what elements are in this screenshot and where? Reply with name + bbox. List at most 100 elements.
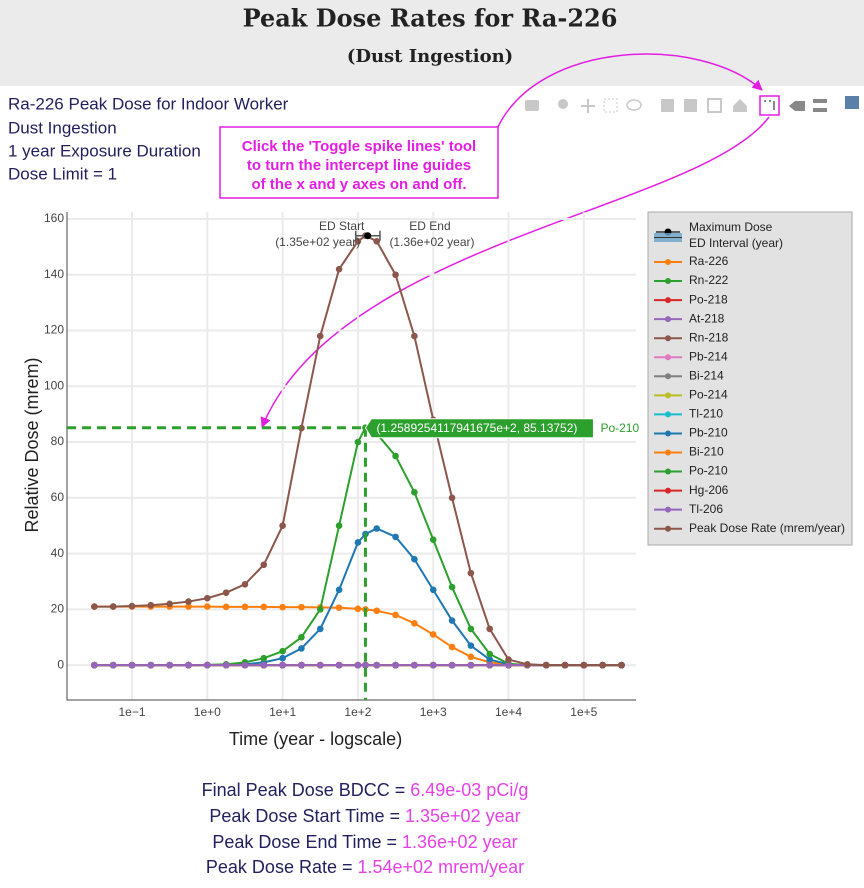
summary-label: Peak Dose Start Time = bbox=[209, 806, 400, 826]
legend-symbol bbox=[665, 487, 671, 494]
legend-label: Tl-210 bbox=[689, 407, 723, 421]
x-tick-label: 1e+2 bbox=[344, 705, 371, 719]
series-marker bbox=[411, 488, 418, 496]
series-marker bbox=[448, 643, 456, 651]
legend-label: Maximum Dose bbox=[689, 220, 773, 234]
series-marker bbox=[486, 650, 493, 658]
series-marker bbox=[241, 580, 249, 588]
autoscale-button[interactable] bbox=[707, 98, 722, 113]
summary-label: Final Peak Dose BDCC = bbox=[202, 780, 406, 800]
series-marker bbox=[467, 569, 475, 577]
series-marker bbox=[298, 633, 305, 641]
hover-box bbox=[364, 418, 594, 439]
series-marker bbox=[260, 661, 268, 669]
legend-label: Po-218 bbox=[689, 292, 728, 306]
legend-symbol bbox=[665, 297, 671, 304]
legend-label: Pb-214 bbox=[689, 349, 728, 363]
zoom-out-button[interactable] bbox=[684, 99, 697, 112]
y-tick-label: 100 bbox=[44, 378, 64, 392]
axis-line bbox=[66, 212, 636, 701]
series-marker bbox=[448, 661, 456, 669]
y-tick-label: 160 bbox=[44, 211, 64, 225]
series-marker bbox=[222, 603, 230, 611]
spike-lines-button[interactable] bbox=[764, 100, 775, 110]
callout-box bbox=[219, 126, 499, 199]
x-tick-label: 1e−1 bbox=[118, 705, 145, 719]
series-marker bbox=[260, 603, 268, 611]
y-tick-label: 60 bbox=[51, 490, 65, 504]
series-marker bbox=[91, 603, 98, 610]
series-marker bbox=[448, 617, 456, 624]
ed-start-label: (1.35e+02 year) bbox=[275, 235, 360, 249]
legend-label: Rn-218 bbox=[689, 330, 729, 344]
series-marker bbox=[241, 603, 249, 611]
summary-value: 6.49e-03 pCi/g bbox=[410, 780, 528, 800]
series-marker bbox=[618, 661, 625, 669]
series-marker bbox=[429, 631, 437, 638]
series-marker bbox=[279, 647, 286, 655]
series-marker bbox=[316, 332, 324, 340]
hover-label: (1.2589254117941675e+2, 85.13752) bbox=[376, 421, 577, 435]
y-tick-label: 20 bbox=[51, 602, 65, 616]
legend-label: Po-210 bbox=[689, 464, 728, 478]
series-marker bbox=[467, 625, 475, 633]
series-marker bbox=[166, 661, 173, 669]
legend-label: Hg-206 bbox=[689, 483, 729, 497]
zoom-in-button[interactable] bbox=[661, 99, 674, 112]
summary-line: Peak Dose Start Time = 1.35e+02 year bbox=[209, 806, 520, 826]
legend-symbol bbox=[665, 259, 671, 265]
y-tick-label: 40 bbox=[51, 546, 65, 560]
header-band bbox=[0, 0, 864, 86]
legend-box bbox=[647, 211, 853, 546]
series-marker bbox=[362, 661, 369, 669]
series-marker bbox=[561, 661, 569, 669]
summary-line: Peak Dose Rate = 1.54e+02 mrem/year bbox=[206, 857, 524, 877]
summary-line: Peak Dose End Time = 1.36e+02 year bbox=[212, 832, 517, 852]
series-marker bbox=[185, 661, 192, 669]
series-marker bbox=[335, 586, 343, 594]
plotly-logo[interactable] bbox=[845, 96, 859, 109]
zoom-button[interactable] bbox=[558, 99, 568, 109]
series-marker bbox=[298, 603, 305, 611]
summary-label: Peak Dose End Time = bbox=[212, 832, 397, 852]
lasso-button[interactable] bbox=[626, 99, 642, 111]
series-marker bbox=[335, 604, 343, 611]
legend-symbol bbox=[665, 316, 671, 323]
hover-closest-button[interactable] bbox=[789, 101, 805, 111]
series-marker bbox=[222, 661, 230, 669]
x-tick-label: 1e+5 bbox=[570, 705, 597, 719]
series-marker bbox=[91, 661, 98, 669]
ed-start-label: ED Start bbox=[319, 219, 365, 233]
series-marker bbox=[128, 661, 136, 669]
legend-label: Ra-226 bbox=[689, 254, 729, 268]
callout-arrow bbox=[260, 116, 770, 428]
series-marker bbox=[392, 611, 399, 619]
summary-line: Final Peak Dose BDCC = 6.49e-03 pCi/g bbox=[202, 780, 529, 800]
legend-symbol bbox=[665, 335, 671, 342]
info-line: Dust Ingestion bbox=[8, 118, 117, 137]
box-select-button[interactable] bbox=[603, 98, 618, 113]
hover-compare-button[interactable] bbox=[813, 99, 827, 112]
legend-symbol bbox=[665, 449, 671, 456]
series-marker bbox=[109, 661, 117, 669]
ed-end-label: (1.36e+02 year) bbox=[389, 235, 474, 249]
series-marker bbox=[486, 661, 493, 669]
pan-button[interactable] bbox=[581, 99, 595, 113]
series-marker bbox=[109, 603, 117, 610]
y-tick-label: 0 bbox=[57, 657, 64, 671]
series-marker bbox=[524, 661, 531, 668]
summary-value: 1.36e+02 year bbox=[402, 832, 518, 852]
legend-label: Bi-214 bbox=[689, 368, 724, 382]
camera-button[interactable] bbox=[525, 100, 539, 111]
series-marker bbox=[411, 332, 418, 340]
reset-button[interactable] bbox=[733, 99, 747, 112]
legend-symbol bbox=[665, 411, 671, 418]
series-marker bbox=[185, 603, 192, 610]
series-marker bbox=[373, 661, 381, 669]
series-marker bbox=[373, 607, 381, 615]
series-marker bbox=[505, 656, 512, 663]
series-marker bbox=[354, 605, 362, 613]
series-marker bbox=[260, 561, 268, 569]
series-marker bbox=[486, 625, 493, 633]
x-tick-label: 1e+4 bbox=[495, 705, 522, 719]
